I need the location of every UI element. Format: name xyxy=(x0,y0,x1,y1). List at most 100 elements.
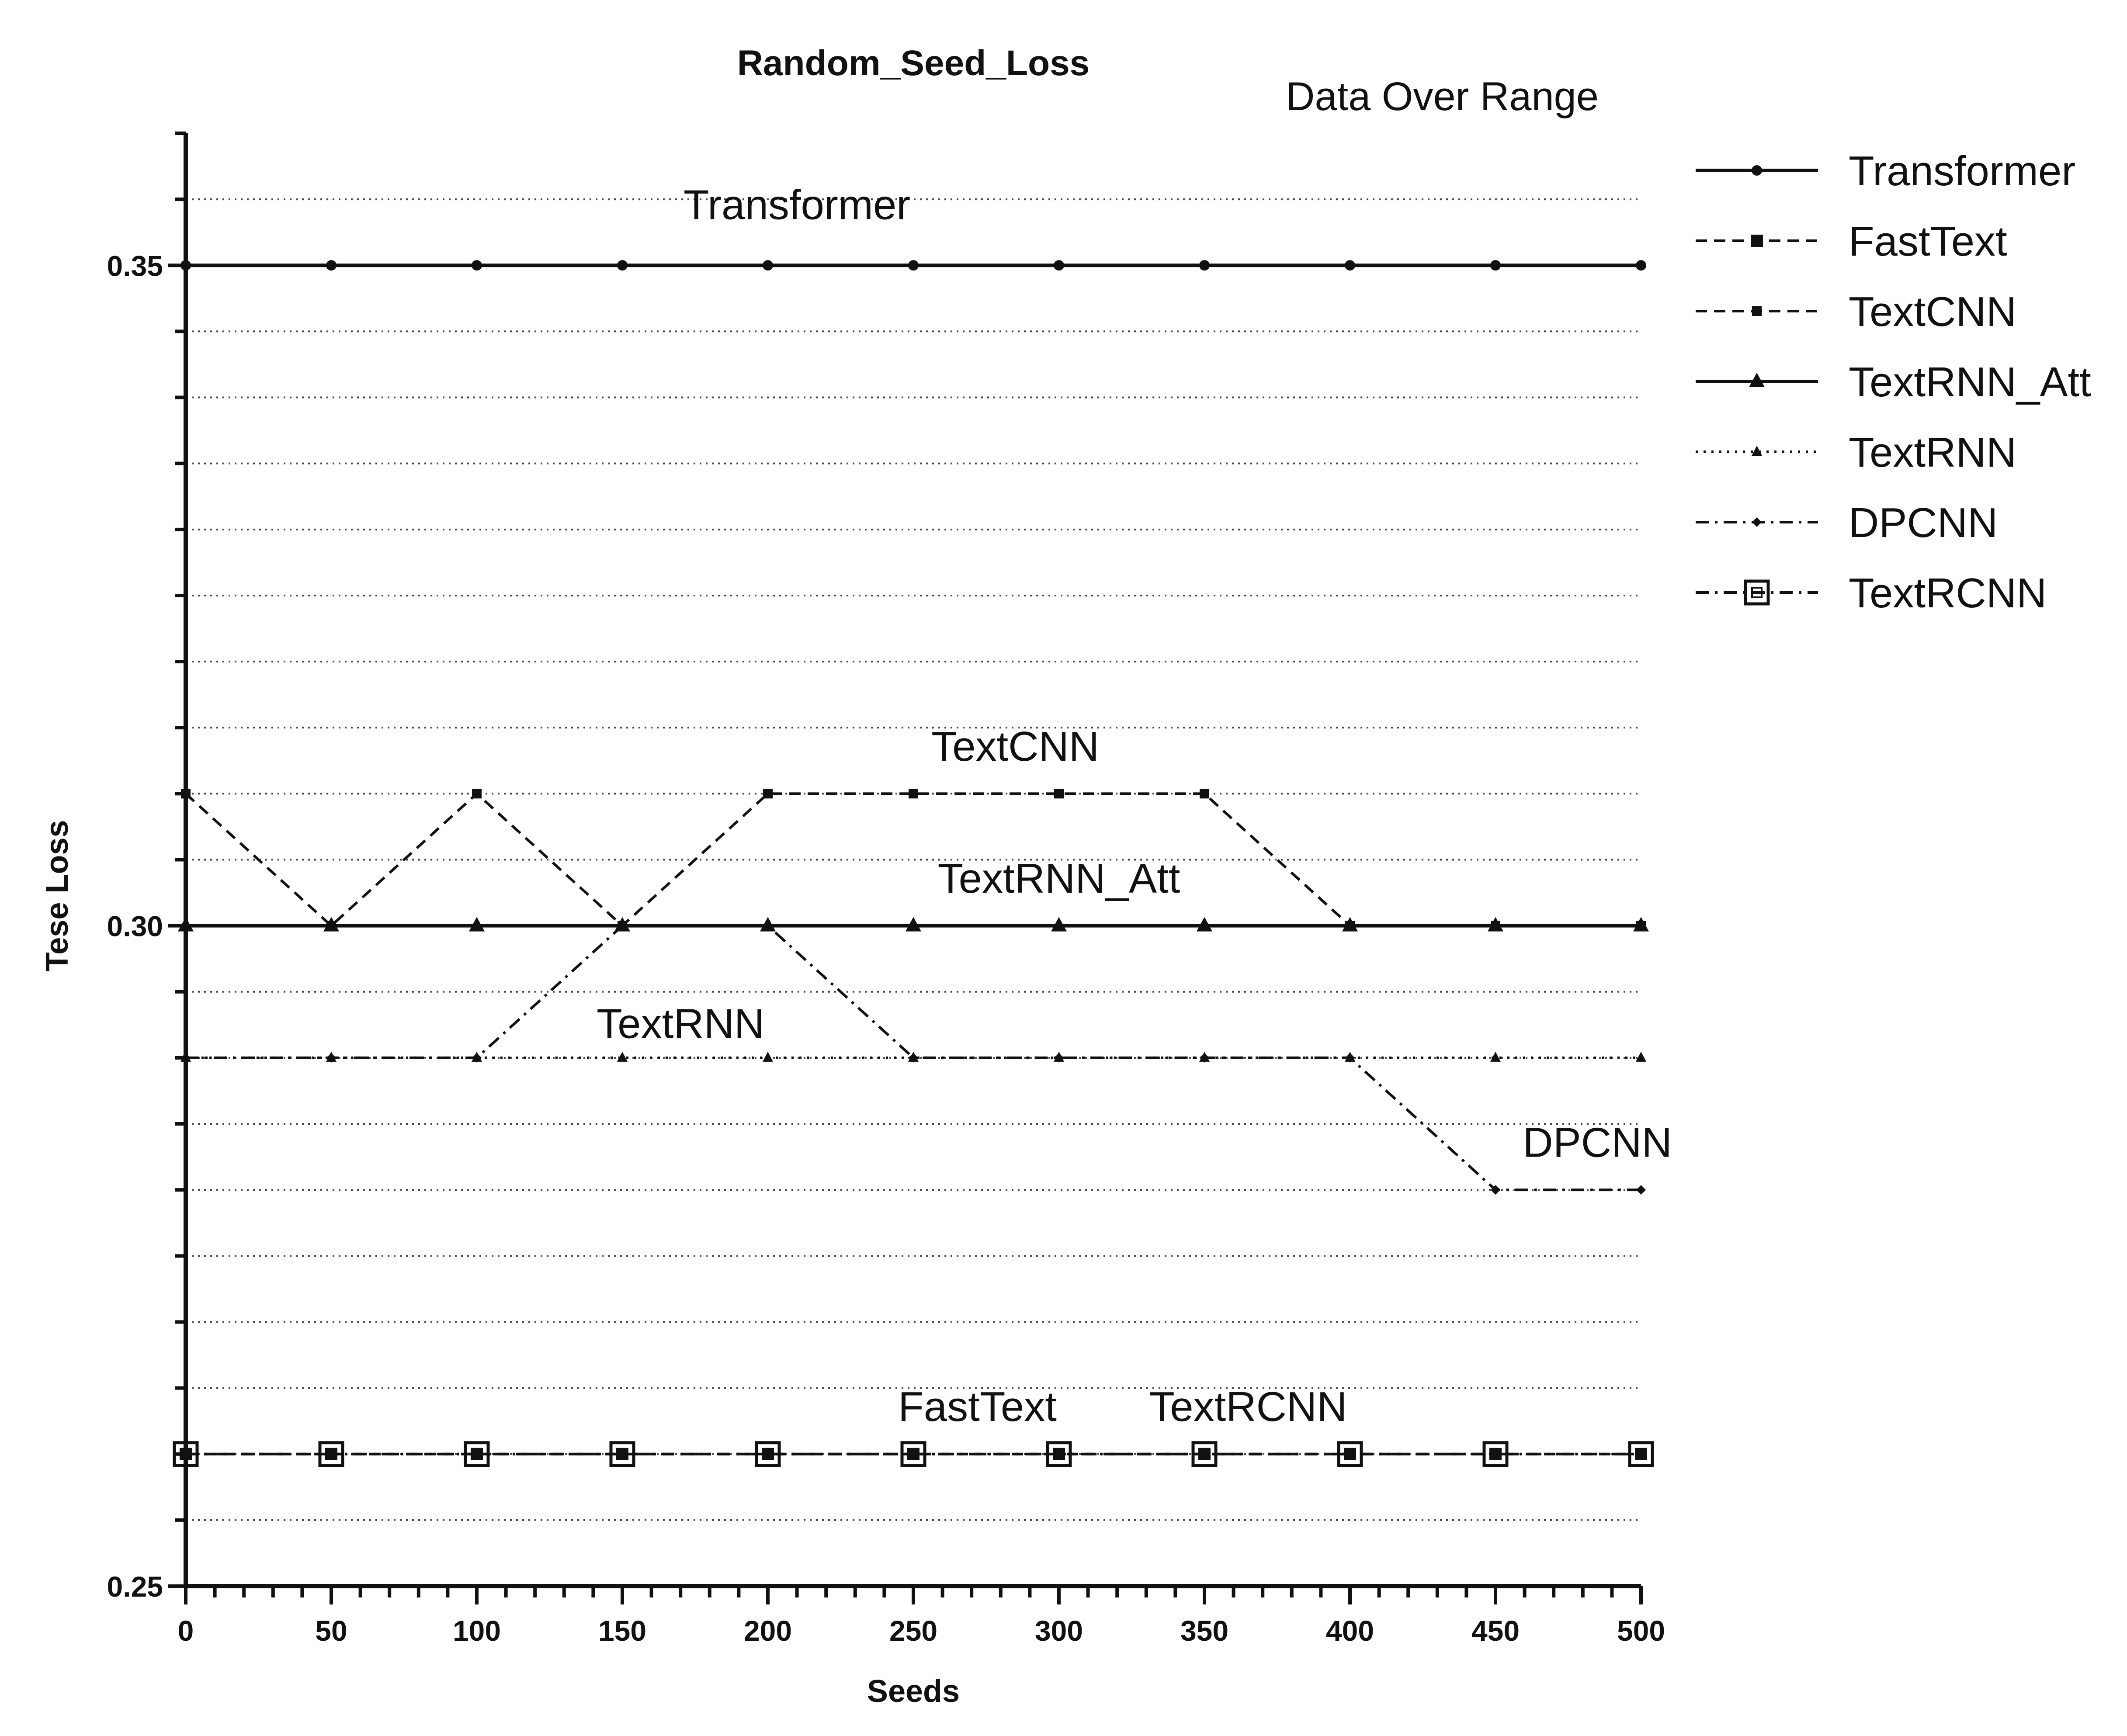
legend-marker-textcnn xyxy=(1752,306,1762,316)
data-point-textcnn xyxy=(763,789,773,799)
legend-label-transformer: Transformer xyxy=(1849,148,2075,194)
x-tick-label: 50 xyxy=(315,1615,347,1647)
x-tick-label: 250 xyxy=(889,1615,937,1647)
data-point-textrcnn xyxy=(1046,1441,1072,1467)
x-tick-label: 0 xyxy=(178,1615,194,1647)
chart-title: Random_Seed_Loss xyxy=(737,43,1090,83)
data-point-dpcnn xyxy=(1200,1053,1209,1063)
data-point-textrnn-att xyxy=(1633,917,1649,932)
data-point-transformer xyxy=(1199,260,1210,271)
data-point-dpcnn xyxy=(763,921,773,931)
data-point-textrcnn-inner xyxy=(762,1448,774,1460)
data-point-textrcnn-inner xyxy=(326,1448,337,1460)
annotation-label: FastText xyxy=(898,1383,1057,1430)
data-point-transformer xyxy=(908,260,919,271)
data-point-textrcnn xyxy=(1482,1441,1509,1467)
legend-marker-transformer xyxy=(1752,165,1762,176)
data-point-textrcnn xyxy=(1191,1441,1218,1467)
data-point-textcnn xyxy=(472,789,482,799)
data-point-transformer xyxy=(617,260,628,271)
data-point-textrnn-att xyxy=(323,917,339,932)
data-point-textrcnn-inner xyxy=(471,1448,482,1460)
axes: 0.25 0.30 0.35 0 50 100 150 200 250 300 350 400 450 5… xyxy=(107,132,1665,1647)
data-point-textrcnn-inner xyxy=(908,1448,919,1460)
x-tick-label: 100 xyxy=(453,1615,501,1647)
data-point-dpcnn xyxy=(326,1053,336,1063)
data-point-dpcnn xyxy=(618,921,627,931)
data-point-dpcnn xyxy=(1636,1185,1646,1195)
y-tick-label: 0.30 xyxy=(107,910,163,942)
data-point-textrcnn xyxy=(464,1441,490,1467)
data-point-textcnn xyxy=(909,789,918,799)
legend-marker-fasttext xyxy=(1751,235,1763,247)
x-tick-label: 350 xyxy=(1180,1615,1228,1647)
legend-marker-textrnn xyxy=(1752,446,1762,456)
data-point-transformer xyxy=(326,260,337,271)
x-tick-label: 150 xyxy=(598,1615,646,1647)
data-point-textcnn xyxy=(1200,789,1209,799)
legend-label-textrnn-att: TextRNN_Att xyxy=(1849,359,2091,405)
data-point-textrnn xyxy=(1490,1051,1501,1062)
data-point-dpcnn xyxy=(909,1053,918,1063)
legend-marker-textrcnn-inner xyxy=(1751,587,1763,598)
data-point-textrnn-att xyxy=(1488,917,1503,932)
data-point-textrcnn xyxy=(755,1441,781,1467)
data-point-textrnn xyxy=(763,1051,773,1062)
x-axis-label: Seeds xyxy=(867,1674,960,1709)
data-point-textrcnn-inner xyxy=(1053,1448,1065,1460)
data-point-transformer xyxy=(1490,260,1501,271)
x-tick-label: 300 xyxy=(1035,1615,1083,1647)
data-point-textrnn xyxy=(1636,1051,1646,1062)
data-point-transformer xyxy=(1345,260,1355,271)
data-point-textrcnn-inner xyxy=(1635,1448,1647,1460)
legend: Transformer FastText TextCNN TextRNN_Att Tex… xyxy=(1696,148,2091,617)
x-tick-label: 400 xyxy=(1326,1615,1374,1647)
legend-label-textrnn: TextRNN xyxy=(1849,429,2016,476)
data-point-textrcnn xyxy=(318,1441,344,1467)
data-point-transformer xyxy=(1054,260,1064,271)
annotation-label: TextRNN xyxy=(597,1001,764,1047)
data-point-dpcnn xyxy=(1491,1185,1500,1195)
legend-label-textrcnn: TextRCNN xyxy=(1849,570,2047,617)
legend-marker-textrcnn xyxy=(1744,579,1770,606)
legend-label-textcnn: TextCNN xyxy=(1849,288,2016,335)
annotation-label: TextRNN_Att xyxy=(938,855,1180,902)
data-point-textrcnn xyxy=(1628,1441,1654,1467)
data-point-textrcnn xyxy=(900,1441,926,1467)
data-point-textrnn xyxy=(617,1051,628,1062)
data-point-dpcnn xyxy=(1345,1053,1355,1063)
data-point-textrcnn-inner xyxy=(617,1448,628,1460)
annotation-label: DPCNN xyxy=(1523,1119,1672,1166)
data-point-textrcnn xyxy=(609,1441,635,1467)
data-point-textrcnn-inner xyxy=(1199,1448,1210,1460)
x-tick-label: 500 xyxy=(1617,1615,1665,1647)
data-point-dpcnn xyxy=(472,1053,482,1063)
data-point-transformer xyxy=(1636,260,1646,271)
y-tick-label: 0.25 xyxy=(107,1570,163,1603)
data-point-textrnn-att xyxy=(469,917,485,932)
data-point-textrnn-att xyxy=(1342,917,1358,932)
legend-label-fasttext: FastText xyxy=(1849,218,2007,265)
x-tick-label: 200 xyxy=(744,1615,792,1647)
data-point-textcnn xyxy=(1054,789,1064,799)
data-point-textrnn-att xyxy=(1051,917,1067,932)
data-point-transformer xyxy=(763,260,773,271)
y-tick-label: 0.35 xyxy=(107,249,163,282)
data-point-textrnn-att xyxy=(906,917,921,932)
data-point-textrcnn-inner xyxy=(1344,1448,1356,1460)
data-point-textrnn-att xyxy=(1197,917,1212,932)
y-axis-label: Tese Loss xyxy=(40,820,75,972)
annotation-label: Transformer xyxy=(684,181,910,228)
legend-marker-dpcnn xyxy=(1752,517,1762,527)
data-point-transformer xyxy=(472,260,482,271)
annotations: Transformer TextCNN TextRNN_Att TextRNN DPCN… xyxy=(597,181,1672,1430)
chart-subtitle: Data Over Range xyxy=(1286,74,1599,119)
data-point-textrcnn-inner xyxy=(1490,1448,1501,1460)
annotation-label: TextRCNN xyxy=(1149,1383,1347,1430)
data-point-dpcnn xyxy=(1054,1053,1064,1063)
legend-marker-textrnn-att xyxy=(1749,373,1765,387)
markers-group xyxy=(173,260,1654,1467)
x-tick-label: 450 xyxy=(1471,1615,1520,1647)
data-point-textrcnn xyxy=(1337,1441,1363,1467)
